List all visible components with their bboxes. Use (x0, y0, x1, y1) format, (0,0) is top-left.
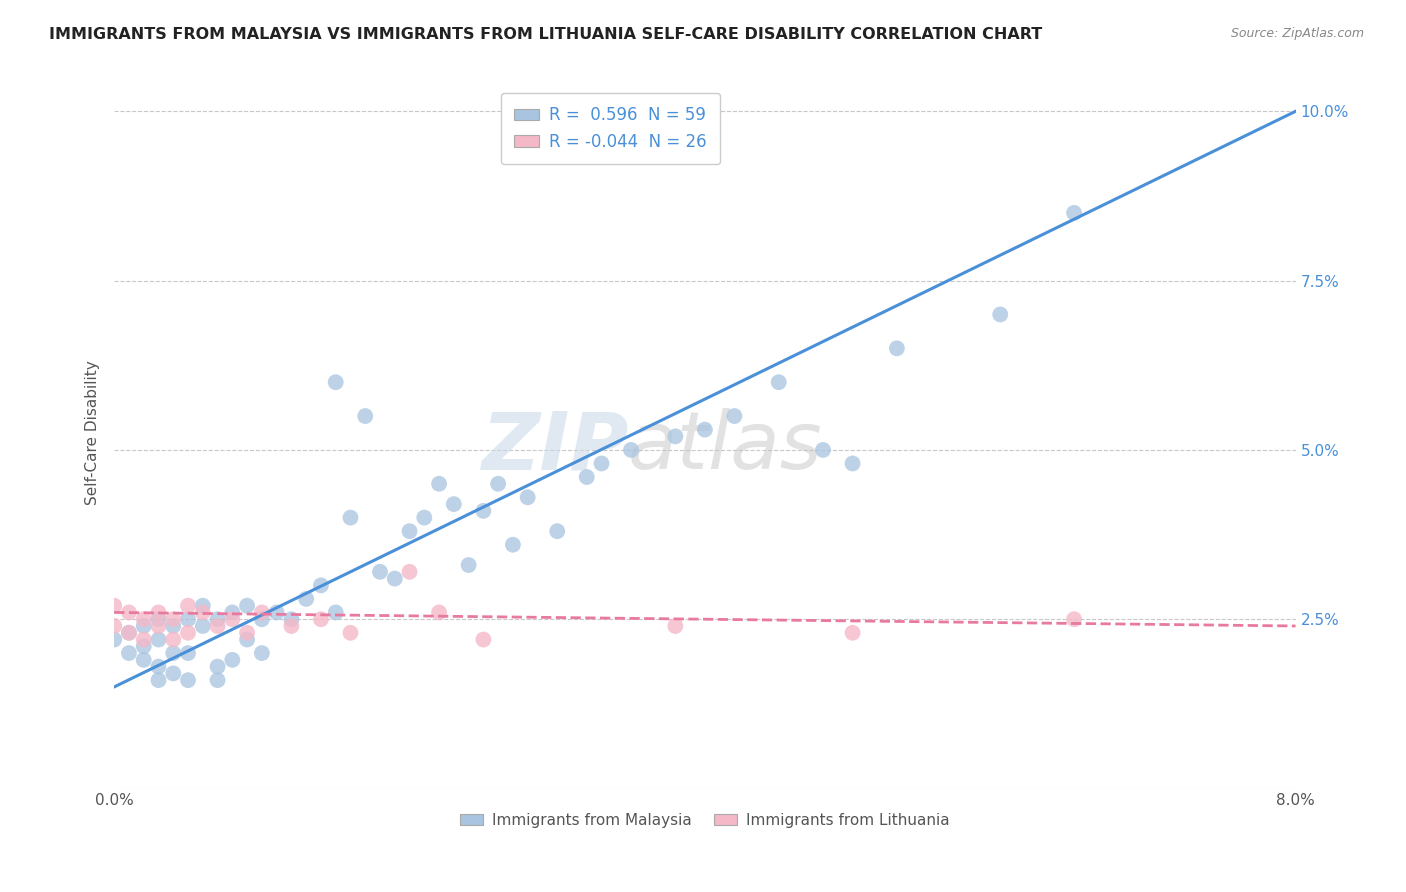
Point (132, 640, 155, 654)
Point (236, 625, 259, 640)
Point (472, 632, 495, 647)
Point (427, 606, 450, 620)
Point (266, 606, 288, 620)
Point (177, 599, 200, 613)
Text: Source: ZipAtlas.com: Source: ZipAtlas.com (1230, 27, 1364, 40)
Point (693, 423, 716, 437)
Point (207, 659, 229, 673)
Point (988, 308, 1011, 322)
Point (103, 632, 125, 647)
Point (280, 619, 302, 633)
Point (472, 504, 495, 518)
Point (339, 510, 361, 524)
Point (118, 625, 141, 640)
Point (664, 619, 686, 633)
Point (354, 409, 377, 423)
Point (191, 619, 214, 633)
Point (236, 632, 259, 647)
Point (664, 429, 686, 443)
Point (723, 409, 745, 423)
Point (148, 632, 170, 647)
Point (516, 491, 538, 505)
Point (886, 342, 908, 356)
Point (221, 606, 243, 620)
Point (591, 457, 613, 471)
Point (103, 619, 125, 633)
Point (221, 612, 243, 626)
Point (162, 612, 184, 626)
Point (148, 619, 170, 633)
Point (325, 606, 347, 620)
Point (207, 612, 229, 626)
Point (841, 457, 863, 471)
Point (457, 558, 479, 572)
Point (309, 578, 332, 592)
Point (841, 625, 863, 640)
Point (413, 510, 436, 524)
Point (1063, 612, 1085, 626)
Point (368, 565, 391, 579)
Point (1063, 206, 1085, 220)
Point (132, 632, 155, 647)
Point (384, 572, 406, 586)
Point (339, 625, 361, 640)
Point (132, 619, 155, 633)
Point (398, 524, 420, 538)
Point (162, 646, 184, 660)
Point (118, 646, 141, 660)
Point (427, 476, 450, 491)
Point (325, 375, 347, 389)
Point (103, 599, 125, 613)
Point (162, 666, 184, 681)
Point (191, 606, 214, 620)
Text: ZIP: ZIP (481, 409, 628, 486)
Point (177, 646, 200, 660)
Point (280, 612, 302, 626)
Point (132, 612, 155, 626)
Point (191, 599, 214, 613)
Point (768, 375, 790, 389)
Point (148, 606, 170, 620)
Point (811, 442, 834, 457)
Point (177, 673, 200, 688)
Point (443, 497, 465, 511)
Point (132, 653, 155, 667)
Point (221, 653, 243, 667)
Text: atlas: atlas (628, 409, 823, 486)
Point (207, 673, 229, 688)
Point (207, 619, 229, 633)
Point (148, 659, 170, 673)
Point (162, 632, 184, 647)
Point (148, 673, 170, 688)
Point (148, 612, 170, 626)
Point (295, 591, 318, 606)
Point (502, 538, 524, 552)
Point (486, 476, 509, 491)
Point (162, 619, 184, 633)
Point (250, 606, 273, 620)
Point (118, 606, 141, 620)
Text: IMMIGRANTS FROM MALAYSIA VS IMMIGRANTS FROM LITHUANIA SELF-CARE DISABILITY CORRE: IMMIGRANTS FROM MALAYSIA VS IMMIGRANTS F… (49, 27, 1042, 42)
Point (620, 442, 643, 457)
Point (177, 612, 200, 626)
Point (177, 625, 200, 640)
Y-axis label: Self-Care Disability: Self-Care Disability (86, 360, 100, 506)
Point (118, 625, 141, 640)
Point (575, 470, 598, 484)
Point (546, 524, 568, 538)
Legend: Immigrants from Malaysia, Immigrants from Lithuania: Immigrants from Malaysia, Immigrants fro… (454, 807, 956, 834)
Point (236, 599, 259, 613)
Point (398, 565, 420, 579)
Point (250, 612, 273, 626)
Point (250, 646, 273, 660)
Point (309, 612, 332, 626)
